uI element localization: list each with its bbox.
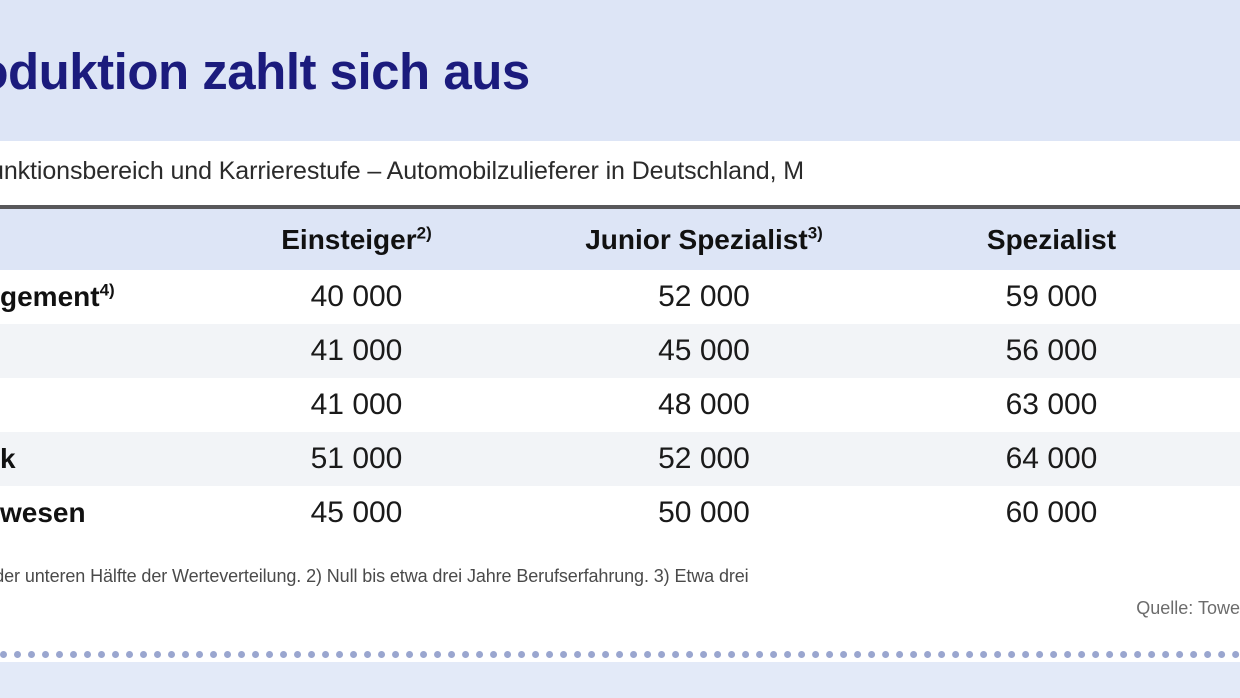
source-credit: Quelle: Towers Perri [1136, 598, 1240, 618]
column-header-label [0, 209, 183, 270]
footnote-line-2: agment. [0, 598, 330, 619]
table-top-rule [0, 205, 1240, 209]
cell-clipped [1225, 324, 1240, 378]
table-row: k 51 000 52 000 64 000 [0, 432, 1240, 486]
column-header-clipped [1225, 209, 1240, 270]
column-header-junior-spezialist-text: Junior Spezialist [585, 223, 808, 255]
row-label-footnote: 4) [99, 280, 115, 300]
column-header-einsteiger: Einsteiger2) [183, 209, 530, 270]
table-row: gement4) 40 000 52 000 59 000 [0, 270, 1240, 324]
cell-spezialist: 64 000 [1005, 442, 1098, 475]
cell-junior-spezialist: 48 000 [658, 388, 750, 421]
headline-band [0, 0, 1240, 141]
cell-junior-spezialist: 45 000 [658, 334, 750, 367]
cell-junior-spezialist: 50 000 [658, 496, 750, 529]
cell-clipped [1225, 270, 1240, 324]
page-title: roduktion zahlt sich aus [0, 43, 530, 100]
row-label: gement4) [0, 270, 183, 324]
column-header-junior-spezialist-footnote: 3) [807, 223, 823, 243]
cell-einsteiger: 41 000 [310, 334, 403, 367]
cell-einsteiger: 41 000 [310, 388, 403, 421]
row-label [0, 378, 183, 432]
footnote-line-1: ere von der unteren Hälfte der Wertevert… [0, 566, 749, 586]
table-row: 41 000 45 000 56 000 [0, 324, 1240, 378]
page-subtitle: ach Funktionsbereich und Karrierestufe –… [0, 157, 805, 185]
cell-spezialist: 60 000 [1005, 496, 1098, 529]
cell-junior-spezialist: 52 000 [658, 280, 750, 313]
row-label-text: wesen [0, 497, 86, 528]
cell-spezialist: 56 000 [1005, 334, 1098, 367]
table-row: 41 000 48 000 63 000 [0, 378, 1240, 432]
cell-einsteiger: 45 000 [310, 496, 403, 529]
cell-spezialist: 63 000 [1005, 388, 1098, 421]
bottom-band [0, 662, 1240, 698]
table-header-row: Einsteiger2) Junior Spezialist3) Spezial… [0, 209, 1240, 270]
cell-spezialist: 59 000 [1005, 280, 1098, 313]
column-header-spezialist: Spezialist [878, 209, 1225, 270]
salary-table: Einsteiger2) Junior Spezialist3) Spezial… [0, 209, 1240, 540]
row-label: k [0, 432, 183, 486]
row-label-text: k [0, 443, 16, 474]
row-label-text: gement [0, 281, 100, 312]
column-header-einsteiger-text: Einsteiger [281, 223, 417, 255]
row-label: wesen [0, 486, 183, 540]
column-header-junior-spezialist: Junior Spezialist3) [530, 209, 878, 270]
cell-einsteiger: 51 000 [310, 442, 403, 475]
column-header-spezialist-text: Spezialist [986, 223, 1117, 255]
cell-clipped [1225, 378, 1240, 432]
cell-junior-spezialist: 52 000 [658, 442, 750, 475]
bottom-dotted-rule [0, 651, 1240, 658]
subtitle-band [0, 141, 1240, 204]
row-label [0, 324, 183, 378]
table-row: wesen 45 000 50 000 60 000 [0, 486, 1240, 540]
column-header-einsteiger-footnote: 2) [416, 223, 432, 243]
cell-einsteiger: 40 000 [310, 280, 403, 313]
cell-clipped [1225, 486, 1240, 540]
cell-clipped [1225, 432, 1240, 486]
